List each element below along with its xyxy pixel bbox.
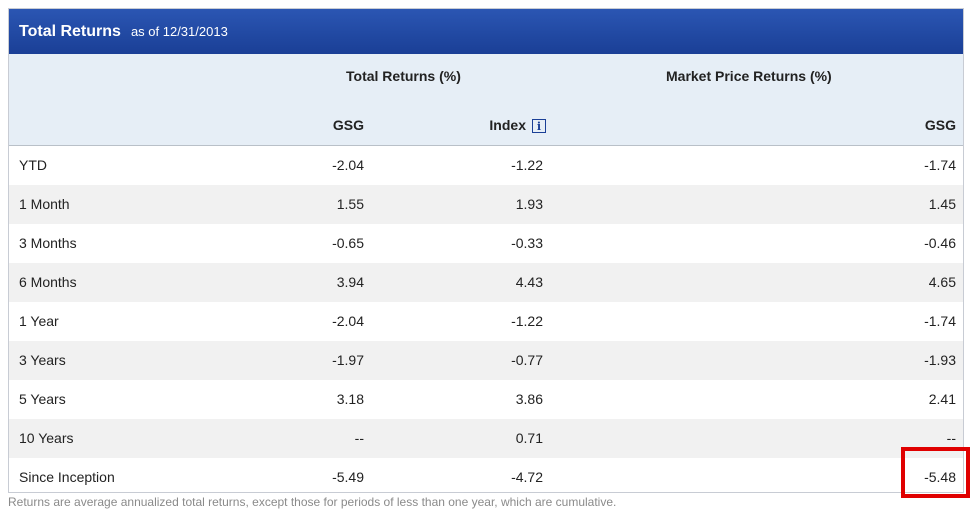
table-row: 5 Years 3.18 3.86 2.41 bbox=[9, 380, 963, 419]
market-gsg-value: 4.65 bbox=[928, 274, 956, 290]
market-price-returns-header: Market Price Returns (%) bbox=[666, 68, 832, 84]
market-gsg-value: -1.74 bbox=[924, 313, 956, 329]
index-value: -1.22 bbox=[511, 313, 543, 329]
row-label: 3 Months bbox=[19, 235, 77, 251]
row-label: 6 Months bbox=[19, 274, 77, 290]
market-gsg-value: -0.46 bbox=[924, 235, 956, 251]
index-value: -4.72 bbox=[511, 469, 543, 485]
index-value: -0.77 bbox=[511, 352, 543, 368]
index-value: 0.71 bbox=[515, 430, 543, 446]
row-label: YTD bbox=[19, 157, 47, 173]
table-row: 10 Years -- 0.71 -- bbox=[9, 419, 963, 458]
market-gsg-value: -1.74 bbox=[924, 157, 956, 173]
returns-table-body: YTD -2.04 -1.22 -1.74 1 Month 1.55 1.93 1.45 3 M… bbox=[9, 146, 963, 497]
gsg-value: -- bbox=[354, 430, 364, 446]
table-row: 1 Year -2.04 -1.22 -1.74 bbox=[9, 302, 963, 341]
market-gsg-value: -1.93 bbox=[924, 352, 956, 368]
gsg-value: -2.04 bbox=[332, 157, 364, 173]
table-row: Since Inception -5.49 -4.72 -5.48 bbox=[9, 458, 963, 497]
as-of-date: as of 12/31/2013 bbox=[130, 24, 228, 39]
market-gsg-value: -5.48 bbox=[924, 469, 956, 485]
row-label: 1 Year bbox=[19, 313, 59, 329]
row-label: 10 Years bbox=[19, 430, 74, 446]
gsg-value: -0.65 bbox=[332, 235, 364, 251]
info-icon[interactable]: i bbox=[532, 119, 546, 134]
market-gsg-value: -- bbox=[946, 430, 956, 446]
sub-header-row: GSG Index i GSG bbox=[9, 100, 963, 146]
footnote: Returns are average annualized total ret… bbox=[8, 495, 617, 509]
gsg-value: -2.04 bbox=[332, 313, 364, 329]
title-bar: Total Returns as of 12/31/2013 bbox=[9, 9, 963, 54]
panel-title: Total Returns bbox=[19, 22, 121, 40]
market-gsg-value: 1.45 bbox=[928, 196, 956, 212]
index-value: 3.86 bbox=[515, 391, 543, 407]
gsg-value: 1.55 bbox=[336, 196, 364, 212]
market-gsg-column-header: GSG bbox=[924, 117, 956, 133]
row-label: 3 Years bbox=[19, 352, 66, 368]
index-value: -0.33 bbox=[511, 235, 543, 251]
gsg-value: 3.18 bbox=[336, 391, 364, 407]
table-row: 6 Months 3.94 4.43 4.65 bbox=[9, 263, 963, 302]
table-row: 3 Years -1.97 -0.77 -1.93 bbox=[9, 341, 963, 380]
table-row: 1 Month 1.55 1.93 1.45 bbox=[9, 185, 963, 224]
market-gsg-value: 2.41 bbox=[928, 391, 956, 407]
gsg-column-header: GSG bbox=[332, 117, 364, 133]
total-returns-header: Total Returns (%) bbox=[346, 68, 461, 84]
row-label: 1 Month bbox=[19, 196, 70, 212]
table-row: YTD -2.04 -1.22 -1.74 bbox=[9, 146, 963, 185]
index-value: -1.22 bbox=[511, 157, 543, 173]
row-label: 5 Years bbox=[19, 391, 66, 407]
highlight-box bbox=[901, 447, 970, 498]
index-column-label: Index bbox=[489, 117, 526, 133]
group-header-row: Total Returns (%) Market Price Returns (… bbox=[9, 54, 963, 100]
gsg-value: -1.97 bbox=[332, 352, 364, 368]
index-value: 1.93 bbox=[515, 196, 543, 212]
index-column-header: Index i bbox=[489, 117, 546, 134]
index-value: 4.43 bbox=[515, 274, 543, 290]
gsg-value: 3.94 bbox=[336, 274, 364, 290]
total-returns-panel: Total Returns as of 12/31/2013 Total Ret… bbox=[8, 8, 964, 493]
table-row: 3 Months -0.65 -0.33 -0.46 bbox=[9, 224, 963, 263]
row-label: Since Inception bbox=[19, 469, 115, 485]
gsg-value: -5.49 bbox=[332, 469, 364, 485]
